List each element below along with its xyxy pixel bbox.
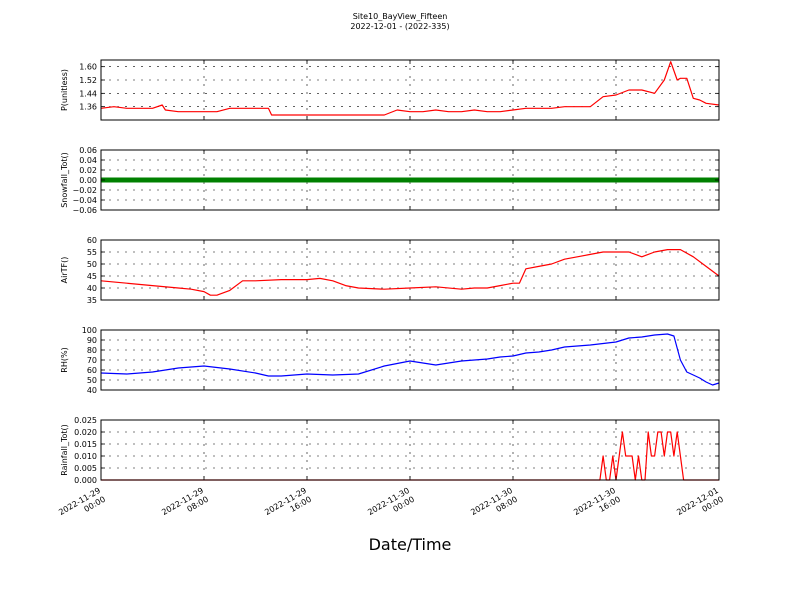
- panel-1: 1.36 1.44 1.52 1.60 P(unitless): [60, 59, 720, 121]
- y-tick-label: 90: [87, 336, 97, 345]
- y-tick-label: 80: [87, 346, 97, 355]
- y-tick-label: −0.04: [72, 196, 97, 205]
- x-tick-label: 2022-12-0100:00: [675, 486, 725, 526]
- y-tick-label: 50: [87, 376, 97, 385]
- y-tick-label: 0.00: [79, 176, 97, 185]
- x-tick-label: 2022-11-2916:00: [263, 486, 313, 526]
- panel-2: −0.06−0.04−0.020.000.020.040.06 Snowfall_…: [60, 146, 720, 215]
- y-tick-label: 1.44: [79, 89, 97, 98]
- panel-5: 0.000 0.005 0.010 0.015 0.020 0.025 Rainfall_T…: [60, 416, 720, 485]
- y-tick-label: 0.04: [79, 156, 97, 165]
- series-line: [101, 431, 719, 481]
- x-tick-label: 2022-11-3016:00: [572, 486, 622, 526]
- y-axis-label: RH(%): [60, 347, 69, 372]
- x-tick-label: 2022-11-2900:00: [57, 486, 107, 526]
- y-tick-label: 40: [87, 284, 97, 293]
- y-tick-label: −0.02: [72, 186, 97, 195]
- y-tick-label: 0.020: [74, 428, 97, 437]
- y-axis-label: Rainfall_Tot(): [60, 424, 69, 476]
- panels: 1.36 1.44 1.52 1.60 P(unitless) −0.06−0.04−0.…: [60, 59, 720, 485]
- series-line: [100, 61, 720, 116]
- x-axis-label: Date/Time: [369, 535, 452, 554]
- y-tick-label: 70: [87, 356, 97, 365]
- panel-3: 35 40 45 50 55 60 AirTF(): [60, 236, 720, 305]
- x-tick-label: 2022-11-2908:00: [160, 486, 210, 526]
- y-tick-label: 35: [87, 296, 97, 305]
- x-tick-label: 2022-11-3008:00: [469, 486, 519, 526]
- y-tick-label: −0.06: [72, 206, 97, 215]
- y-tick-label: 1.52: [79, 76, 97, 85]
- y-tick-label: 0.06: [79, 146, 97, 155]
- chart-subtitle: 2022-12-01 - (2022-335): [350, 22, 449, 31]
- series-line: [100, 249, 720, 296]
- y-tick-label: 0.010: [74, 452, 97, 461]
- y-tick-label: 1.36: [79, 103, 97, 112]
- y-tick-label: 40: [87, 386, 97, 395]
- y-axis-label: P(unitless): [60, 69, 69, 111]
- y-tick-label: 60: [87, 366, 97, 375]
- y-axis-label: AirTF(): [60, 257, 69, 284]
- y-tick-label: 1.60: [79, 63, 97, 72]
- y-tick-label: 0.000: [74, 476, 97, 485]
- y-axis-label: Snowfall_Tot(): [60, 152, 69, 208]
- y-tick-label: 0.015: [74, 440, 97, 449]
- y-tick-label: 60: [87, 236, 97, 245]
- y-tick-label: 55: [87, 248, 97, 257]
- chart-title: Site10_BayView_Fifteen: [353, 12, 448, 21]
- series-line: [100, 333, 720, 386]
- y-tick-label: 0.025: [74, 416, 97, 425]
- y-tick-label: 50: [87, 260, 97, 269]
- y-tick-label: 45: [87, 272, 97, 281]
- y-tick-label: 100: [82, 326, 97, 335]
- x-tick-label: 2022-11-3000:00: [366, 486, 416, 526]
- y-tick-label: 0.005: [74, 464, 97, 473]
- x-axis-ticks: 2022-11-2900:00 2022-11-2908:00 2022-11-29…: [57, 486, 725, 526]
- y-tick-label: 0.02: [79, 166, 97, 175]
